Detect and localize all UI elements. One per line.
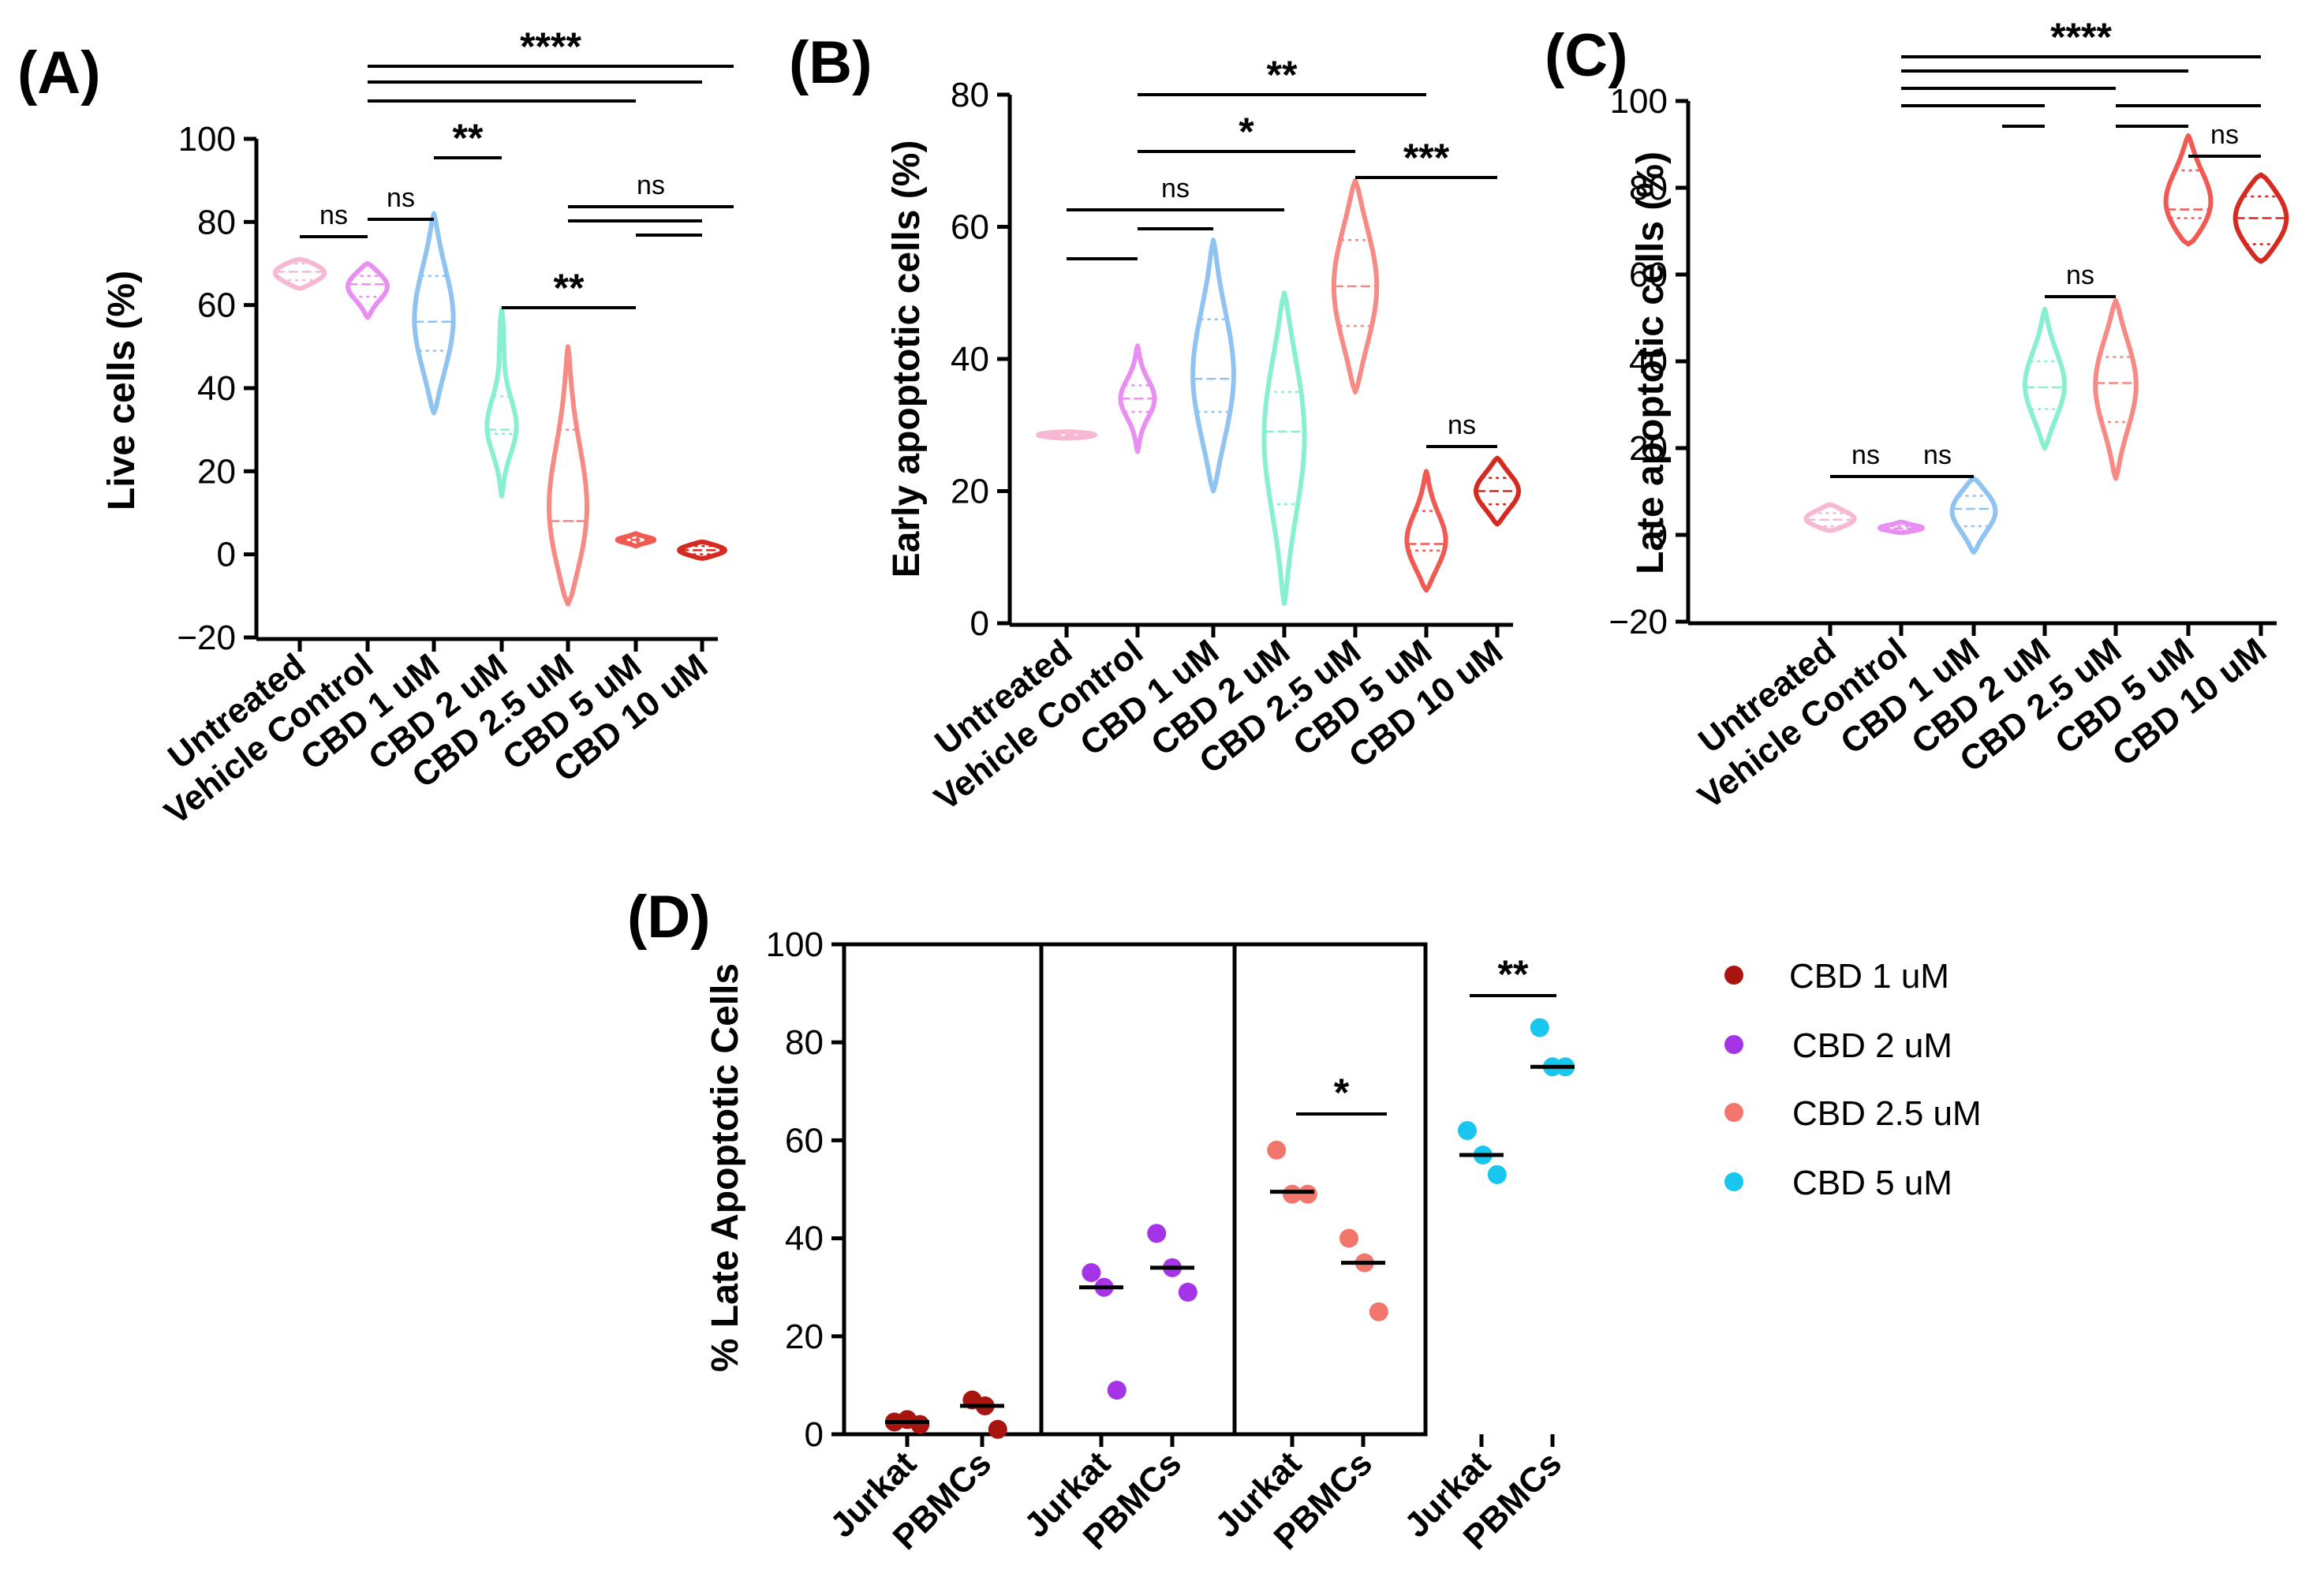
panel-a-significance-label: **** <box>520 24 581 69</box>
panel-b-violin-cbd-2-um <box>1261 290 1307 606</box>
y-axis-title-c: Late apoptotic cells (%) <box>1630 151 1672 574</box>
panel-a-violin-cbd-2-um <box>484 306 519 499</box>
panel-c-y-tick-label: 40 <box>1629 342 1668 381</box>
panel-d-significance-label: * <box>1334 1071 1350 1115</box>
panel-d-point-cbd-5-um-pbmcs <box>1530 1018 1549 1037</box>
panel-b-significance-label: ns <box>1448 410 1476 440</box>
panel-d-point-cbd-2-um-pbmcs <box>1147 1224 1167 1243</box>
panel-d-point-cbd-1-um-jurkat <box>910 1415 930 1434</box>
panel-b-y-tick-label: 20 <box>951 473 989 511</box>
panel-c-significance-label: **** <box>2050 15 2112 59</box>
panel-c-y-tick-label: 60 <box>1629 256 1668 294</box>
panel-d-point-cbd-2-5-um-pbmcs <box>1369 1302 1388 1321</box>
panel-a-significance-label: ns <box>637 170 665 200</box>
panel-d-frame <box>842 942 1428 1437</box>
panel-d-point-cbd-2-um-jurkat <box>1107 1381 1127 1400</box>
panel-c-y-tick-label: 80 <box>1629 169 1668 207</box>
panel-label-a: (A) <box>17 39 101 107</box>
panel-a-violin-cbd-2-5-um <box>547 344 589 607</box>
panel-a-y-tick-label: 20 <box>197 452 236 491</box>
panel-a-y-tick-label: 60 <box>197 286 236 325</box>
panel-d-y-tick-label: 100 <box>766 925 824 964</box>
panel-c-y-tick-label: 20 <box>1629 429 1668 468</box>
panel-c-significance-label: ns <box>1851 440 1880 470</box>
panel-d-point-cbd-2-um-jurkat <box>1082 1263 1101 1283</box>
panel-a-significance-label: ** <box>554 266 585 310</box>
legend-label-cbd-2-5: CBD 2.5 uM <box>1792 1094 1982 1133</box>
legend-label-cbd-2: CBD 2 uM <box>1792 1026 1952 1065</box>
panel-d-point-cbd-1-um-pbmcs <box>988 1419 1007 1439</box>
panel-c-significance-label: ns <box>2066 260 2094 290</box>
panel-b-y-tick-label: 80 <box>951 76 989 114</box>
panel-d-point-cbd-2-5-um-jurkat <box>1298 1184 1317 1204</box>
panel-d-point-cbd-2-um-pbmcs <box>1178 1282 1197 1302</box>
panel-c-violin-cbd-2-um <box>2023 307 2067 450</box>
panel-a-y-tick-label: 0 <box>217 536 236 574</box>
panel-label-d: (D) <box>627 884 711 951</box>
legend-label-cbd-5: CBD 5 uM <box>1792 1164 1952 1202</box>
panel-d-point-cbd-5-um-jurkat <box>1487 1164 1507 1184</box>
legend-label-cbd-1: CBD 1 uM <box>1789 957 1949 996</box>
panel-a-y-tick-label: 40 <box>197 369 236 408</box>
panel-b-y-tick-label: 40 <box>951 340 989 379</box>
y-axis-title-d: % Late Apoptotic Cells <box>704 963 746 1372</box>
panel-a-violin-untreated <box>272 256 327 291</box>
panel-c-y-tick-label: −20 <box>1608 603 1668 641</box>
legend-marker-cbd-5 <box>1724 1172 1743 1191</box>
panel-b-y-tick-label: 60 <box>951 208 989 247</box>
panel-c-violin-cbd-5-um <box>2163 133 2214 247</box>
panel-b-significance-label: *** <box>1403 136 1450 180</box>
panel-a-violin-vehicle-control <box>346 261 390 320</box>
y-axis-title-a: Live cells (%) <box>101 271 143 510</box>
panel-label-b: (B) <box>789 29 872 96</box>
panel-c-violin-cbd-2-5-um <box>2093 298 2139 481</box>
legend: CBD 1 uM CBD 2 uM CBD 2.5 uM CBD 5 uM <box>1724 957 1982 1202</box>
panel-c-violin-vehicle-control <box>1878 519 1925 536</box>
panel-d-y-tick-label: 20 <box>785 1318 824 1356</box>
panel-b-significance-label: ns <box>1161 174 1190 204</box>
panel-a-significance-label: ** <box>453 116 484 160</box>
panel-b-significance-label: ** <box>1267 53 1298 97</box>
panel-d-y-tick-label: 40 <box>785 1220 824 1258</box>
panel-a-y-tick-label: 100 <box>178 120 236 159</box>
panel-b-violin-cbd-5-um <box>1404 469 1448 593</box>
panel-c-violin-cbd-1-um <box>1949 476 1998 555</box>
y-axis-title-b: Early apoptotic cells (%) <box>886 140 928 578</box>
legend-marker-cbd-2-5 <box>1724 1103 1743 1122</box>
panel-d-y-tick-label: 80 <box>785 1023 824 1062</box>
panel-d-point-cbd-2-5-um-pbmcs <box>1339 1228 1358 1248</box>
legend-marker-cbd-1 <box>1724 966 1743 985</box>
panel-c-significance-label: ns <box>1923 440 1952 470</box>
panel-c-y-tick-label: 100 <box>1610 82 1668 121</box>
panel-b-violin-cbd-1-um <box>1190 237 1236 494</box>
panel-c-y-tick-label: 0 <box>1649 516 1668 555</box>
panel-label-c: (C) <box>1545 22 1628 89</box>
panel-d-point-cbd-2-5-um-jurkat <box>1267 1140 1287 1160</box>
panel-a-y-tick-label: 80 <box>197 203 236 241</box>
panel-d-y-tick-label: 60 <box>785 1121 824 1160</box>
panel-a-violin-cbd-1-um <box>412 211 456 416</box>
panel-c-violin-untreated <box>1803 502 1857 533</box>
panel-c-significance-label: ns <box>2210 120 2239 150</box>
panel-d-point-cbd-5-um-jurkat <box>1458 1120 1477 1140</box>
panel-b-y-tick-label: 0 <box>970 604 989 643</box>
legend-marker-cbd-2 <box>1724 1035 1743 1054</box>
panel-a-y-tick-label: −20 <box>177 619 236 657</box>
panel-d-y-tick-label: 0 <box>805 1415 824 1454</box>
panel-d-significance-label: ** <box>1498 952 1529 996</box>
panel-d-point-cbd-2-5-um-jurkat <box>1283 1184 1302 1204</box>
panel-a-significance-label: ns <box>387 183 415 213</box>
panel-b-significance-label: * <box>1239 110 1254 154</box>
panel-a-significance-label: ns <box>319 200 348 230</box>
